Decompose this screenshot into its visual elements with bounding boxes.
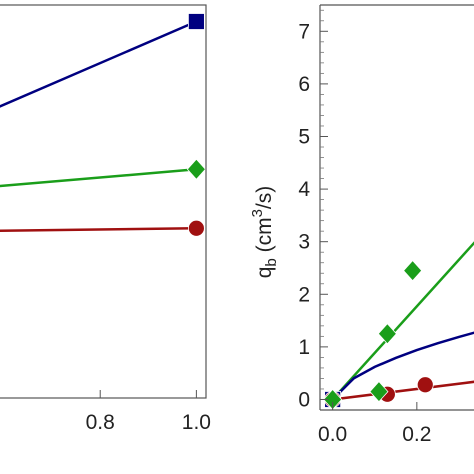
right-series-2-fit xyxy=(332,380,474,401)
right-y-tick-label: 2 xyxy=(298,283,310,306)
ylabel-sub: b xyxy=(263,258,280,266)
right-series-0-point xyxy=(377,323,397,345)
left-series-1-marker xyxy=(186,158,206,180)
ylabel-main: q xyxy=(253,267,276,279)
left-x-tick-label: 0.8 xyxy=(86,411,115,434)
left-x-tick-label: 1.0 xyxy=(182,411,211,434)
left-plot-area xyxy=(0,13,206,237)
ylabel-sup: 3 xyxy=(249,209,266,217)
right-series-0-point xyxy=(369,380,389,403)
right-y-tick-label: 1 xyxy=(298,336,310,359)
right-series-2-point xyxy=(416,376,434,394)
right-plot-area xyxy=(323,241,474,411)
left-panel: 0.8 1.0 xyxy=(0,4,211,434)
right-axes-lines xyxy=(319,4,474,411)
right-y-tick-label: 5 xyxy=(298,125,310,148)
right-data-points xyxy=(323,260,434,411)
right-x-tick-label: 0.0 xyxy=(318,423,347,446)
right-series-0-fit xyxy=(331,241,474,401)
right-series-1-fit xyxy=(331,331,474,401)
right-fit-curves xyxy=(331,241,474,401)
left-series-1-line xyxy=(0,168,197,188)
left-series-2-marker xyxy=(187,219,205,237)
right-y-axis: 0 1 2 3 4 5 6 7 xyxy=(298,9,328,411)
right-y-axis-label: qb (cm3/s) xyxy=(249,186,280,279)
right-y-tick-label: 6 xyxy=(298,73,310,96)
right-x-axis: 0.0 0.2 xyxy=(318,402,431,446)
right-y-tick-label: 4 xyxy=(298,178,310,201)
left-series-group xyxy=(0,13,206,237)
right-x-tick-label: 0.2 xyxy=(402,423,431,446)
right-y-tick-label: 3 xyxy=(298,231,310,254)
right-y-tick-label: 7 xyxy=(298,20,310,43)
ylabel-post: /s) xyxy=(253,186,276,209)
right-y-tick-label: 0 xyxy=(298,388,310,411)
left-axes-frame xyxy=(0,4,207,399)
left-series-2-line xyxy=(0,226,197,232)
left-series-0-line xyxy=(0,20,197,108)
right-series-0-point xyxy=(403,260,423,282)
left-x-axis: 0.8 1.0 xyxy=(86,390,211,434)
ylabel-pre: (cm xyxy=(253,217,276,258)
left-series-0-marker xyxy=(187,13,205,30)
